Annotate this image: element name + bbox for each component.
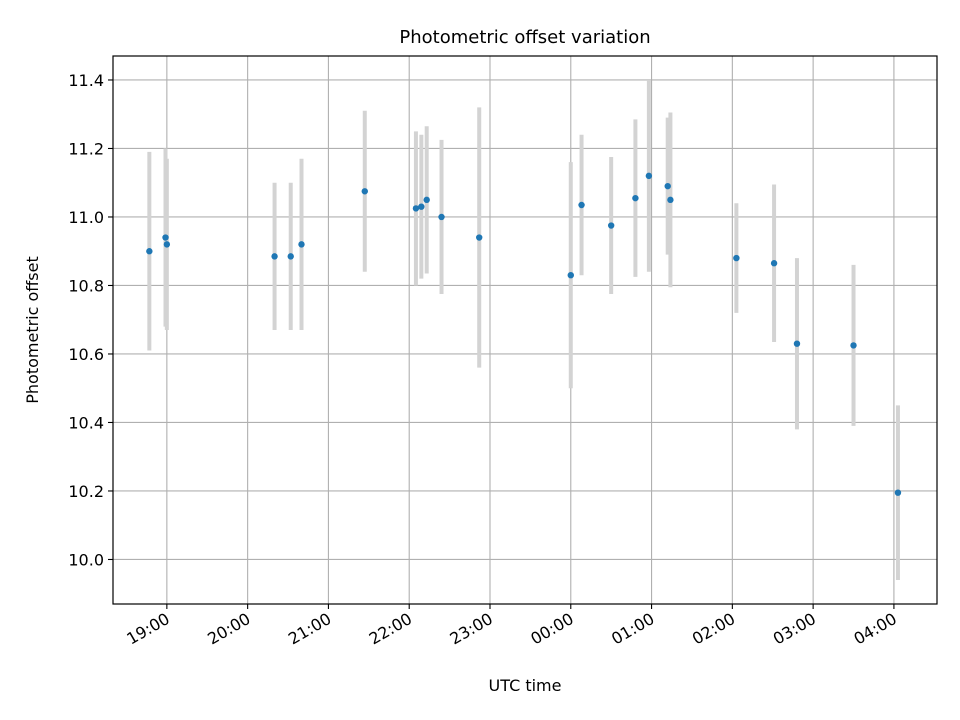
grid (113, 56, 937, 604)
data-point (793, 340, 801, 347)
data-point (476, 234, 483, 241)
data-point (607, 222, 615, 229)
data-point (146, 248, 153, 255)
data-point (894, 489, 902, 496)
data-point (412, 205, 420, 212)
y-axis-title: Photometric offset (23, 256, 42, 404)
data-point (567, 272, 574, 279)
y-tick-label: 10.6 (68, 345, 104, 364)
y-tick-label: 11.0 (68, 208, 104, 227)
data-point (163, 241, 171, 248)
y-axis-ticks: 10.0 10.2 10.4 10.6 10.8 11.0 11.2 11.4 (68, 71, 113, 569)
data-point (632, 194, 639, 202)
y-tick-label: 10.0 (68, 550, 104, 569)
y-tick-label: 10.2 (68, 482, 104, 501)
y-tick-label: 11.4 (68, 71, 104, 90)
y-tick-label: 11.2 (68, 139, 104, 158)
data-point (418, 203, 425, 210)
data-point (271, 253, 278, 260)
data-point (733, 254, 740, 262)
points (146, 172, 902, 496)
chart-title: Photometric offset variation (399, 27, 650, 48)
data-point (287, 253, 294, 260)
plot-frame (112, 55, 938, 605)
data-point (667, 196, 674, 204)
data-point (770, 260, 778, 267)
data-point (438, 213, 445, 221)
data-point (850, 342, 857, 349)
data-point (645, 172, 653, 180)
x-axis-title: UTC time (489, 676, 562, 695)
data-point (361, 188, 368, 195)
data-point (578, 201, 585, 209)
data-point (162, 234, 169, 241)
y-tick-label: 10.8 (68, 276, 104, 295)
data-point (298, 241, 305, 248)
data-point (423, 196, 430, 204)
data-point (664, 182, 671, 190)
y-tick-label: 10.4 (68, 413, 104, 432)
